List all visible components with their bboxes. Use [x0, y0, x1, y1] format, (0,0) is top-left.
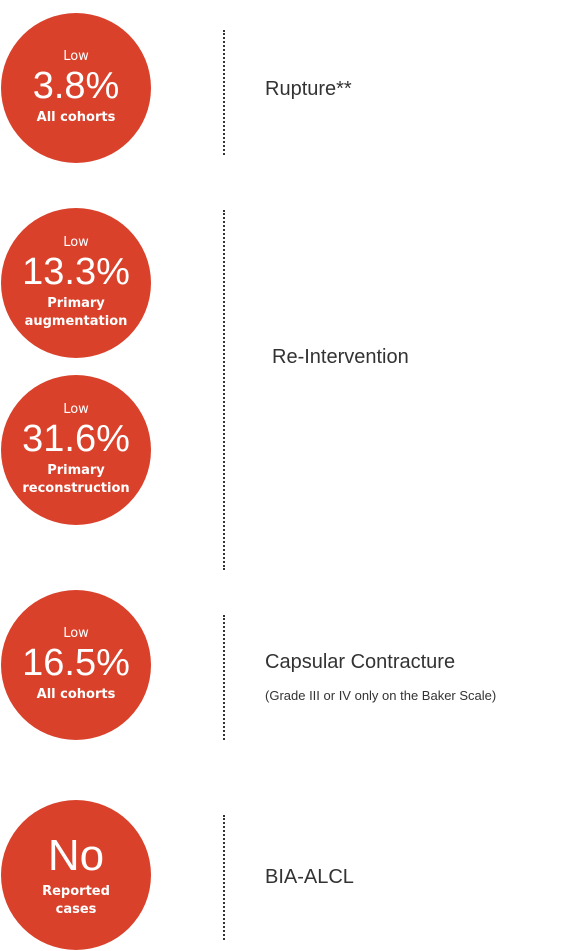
- group-note: (Grade III or IV only on the Baker Scale…: [265, 688, 497, 703]
- qualifier: Low: [63, 49, 89, 64]
- stat-circle: Low 16.5% All cohorts: [1, 590, 151, 740]
- divider: [223, 30, 225, 155]
- cohort: All cohorts: [36, 110, 116, 125]
- stat-circle: Low 31.6% Primary reconstruction: [1, 375, 151, 525]
- stat-circle: Low 13.3% Primary augmentation: [1, 208, 151, 358]
- stat-circle: No Reported cases: [1, 800, 151, 950]
- qualifier: Low: [63, 626, 89, 641]
- cohort: All cohorts: [36, 687, 116, 702]
- group-label: Re-Intervention: [272, 346, 409, 368]
- value: 13.3%: [22, 251, 130, 293]
- divider: [223, 815, 225, 940]
- group-label: Rupture**: [265, 78, 352, 100]
- value: 31.6%: [22, 418, 130, 460]
- cohort: Primary augmentation: [24, 296, 128, 329]
- divider: [223, 210, 225, 570]
- stat-circle: Low 3.8% All cohorts: [1, 13, 151, 163]
- cohort: Reported cases: [42, 884, 110, 917]
- group-label: Capsular Contracture: [265, 651, 456, 673]
- value: No: [47, 831, 105, 880]
- value: 3.8%: [32, 65, 120, 107]
- qualifier: Low: [63, 402, 89, 417]
- cohort: Primary reconstruction: [22, 463, 130, 496]
- value: 16.5%: [22, 642, 130, 684]
- qualifier: Low: [63, 235, 89, 250]
- divider: [223, 615, 225, 740]
- group-label: BIA-ALCL: [265, 866, 354, 888]
